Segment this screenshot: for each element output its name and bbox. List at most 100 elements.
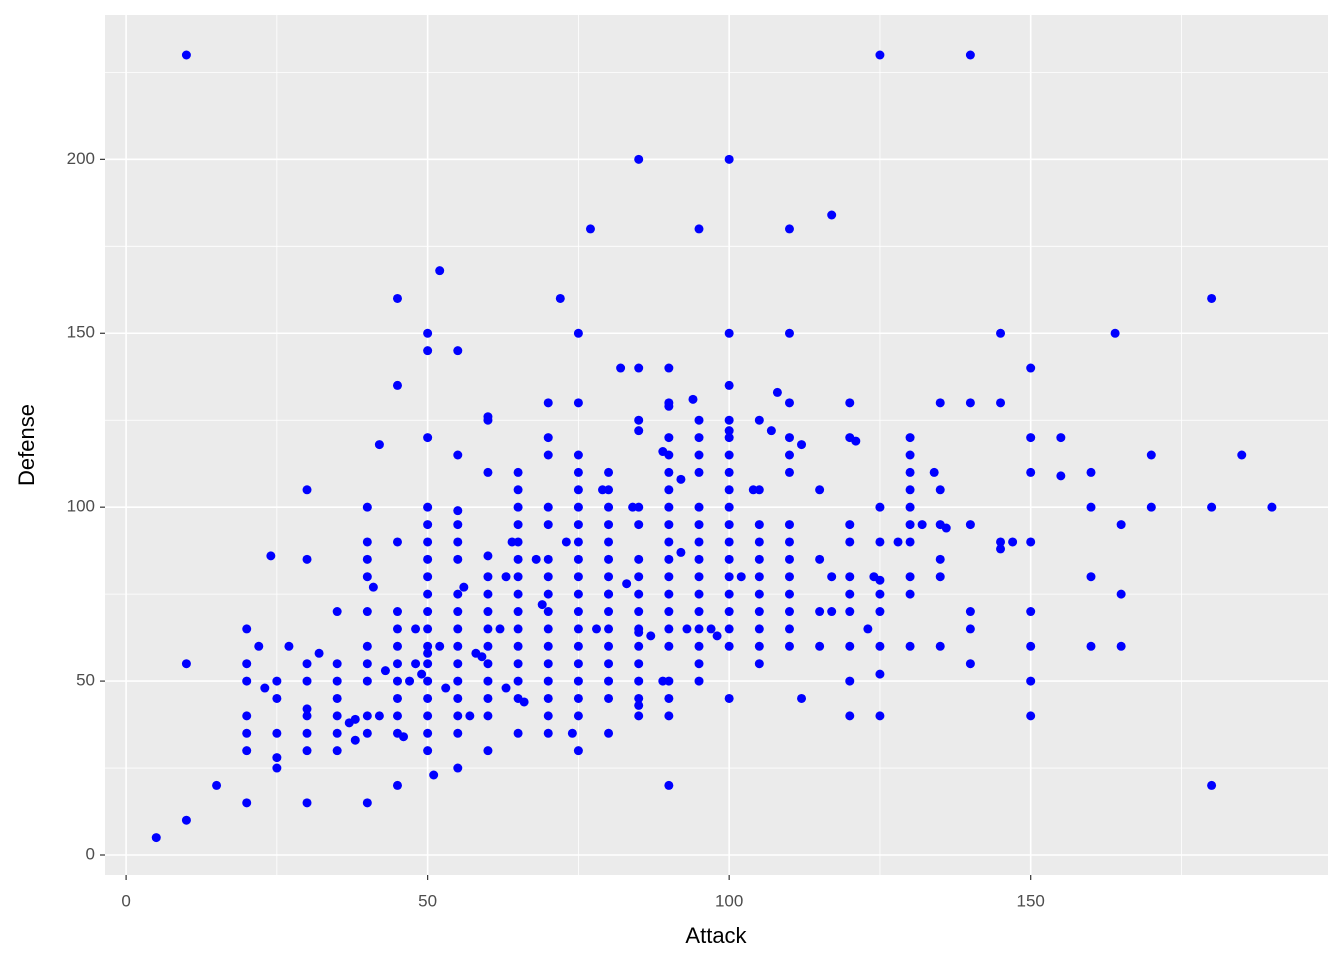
point xyxy=(242,711,252,721)
point xyxy=(483,641,493,651)
point xyxy=(694,467,704,477)
point xyxy=(724,433,734,443)
point xyxy=(724,572,734,582)
point xyxy=(573,328,583,338)
x-axis-title: Attack xyxy=(685,923,747,948)
point xyxy=(604,520,614,530)
point xyxy=(513,659,523,669)
point xyxy=(935,398,945,408)
point xyxy=(676,474,686,484)
point xyxy=(736,572,746,582)
point xyxy=(1086,572,1096,582)
point xyxy=(754,554,764,564)
point xyxy=(996,537,1006,547)
point xyxy=(754,659,764,669)
point xyxy=(453,641,463,651)
point xyxy=(399,732,409,742)
point xyxy=(694,676,704,686)
x-tick-label: 50 xyxy=(418,891,437,910)
point xyxy=(362,554,372,564)
point xyxy=(272,728,282,738)
point xyxy=(362,711,372,721)
point xyxy=(465,711,475,721)
point xyxy=(350,714,360,724)
point xyxy=(513,520,523,530)
point xyxy=(242,659,252,669)
point xyxy=(573,520,583,530)
point xyxy=(543,728,553,738)
point xyxy=(664,554,674,564)
point xyxy=(1207,780,1217,790)
point xyxy=(965,624,975,634)
point xyxy=(694,433,704,443)
point xyxy=(694,537,704,547)
plot-panel xyxy=(105,15,1328,875)
point xyxy=(453,624,463,634)
point xyxy=(483,711,493,721)
point xyxy=(513,572,523,582)
point xyxy=(724,485,734,495)
point xyxy=(362,572,372,582)
point xyxy=(332,746,342,756)
point xyxy=(754,415,764,425)
point xyxy=(1207,293,1217,303)
point xyxy=(314,648,324,658)
point xyxy=(917,520,927,530)
point xyxy=(423,607,433,617)
point xyxy=(453,520,463,530)
point xyxy=(573,398,583,408)
point xyxy=(362,607,372,617)
point xyxy=(392,380,402,390)
point xyxy=(694,502,704,512)
point xyxy=(573,589,583,599)
point xyxy=(875,50,885,60)
point xyxy=(905,450,915,460)
point xyxy=(531,554,541,564)
point xyxy=(573,641,583,651)
point xyxy=(664,433,674,443)
point xyxy=(423,728,433,738)
point xyxy=(483,607,493,617)
point xyxy=(724,502,734,512)
point xyxy=(724,467,734,477)
point xyxy=(622,579,632,589)
point xyxy=(851,436,861,446)
y-tick-label: 100 xyxy=(67,497,95,516)
point xyxy=(845,589,855,599)
point xyxy=(682,624,692,634)
point xyxy=(604,554,614,564)
point xyxy=(664,467,674,477)
point xyxy=(1116,641,1126,651)
point xyxy=(242,746,252,756)
point xyxy=(604,676,614,686)
point xyxy=(905,433,915,443)
point xyxy=(1026,641,1036,651)
point xyxy=(845,676,855,686)
point xyxy=(302,746,312,756)
point xyxy=(453,676,463,686)
point xyxy=(784,520,794,530)
point xyxy=(441,683,451,693)
point xyxy=(941,523,951,533)
point xyxy=(543,589,553,599)
point xyxy=(513,554,523,564)
point xyxy=(935,554,945,564)
point xyxy=(688,394,698,404)
point xyxy=(513,676,523,686)
point xyxy=(797,440,807,450)
point xyxy=(573,502,583,512)
point xyxy=(411,659,421,669)
point xyxy=(392,293,402,303)
point xyxy=(573,711,583,721)
point xyxy=(591,624,601,634)
point xyxy=(543,693,553,703)
point xyxy=(573,746,583,756)
point xyxy=(423,648,433,658)
point xyxy=(965,520,975,530)
point xyxy=(392,641,402,651)
point xyxy=(423,520,433,530)
point xyxy=(423,346,433,356)
point xyxy=(1026,607,1036,617)
point xyxy=(634,676,644,686)
point xyxy=(483,659,493,669)
